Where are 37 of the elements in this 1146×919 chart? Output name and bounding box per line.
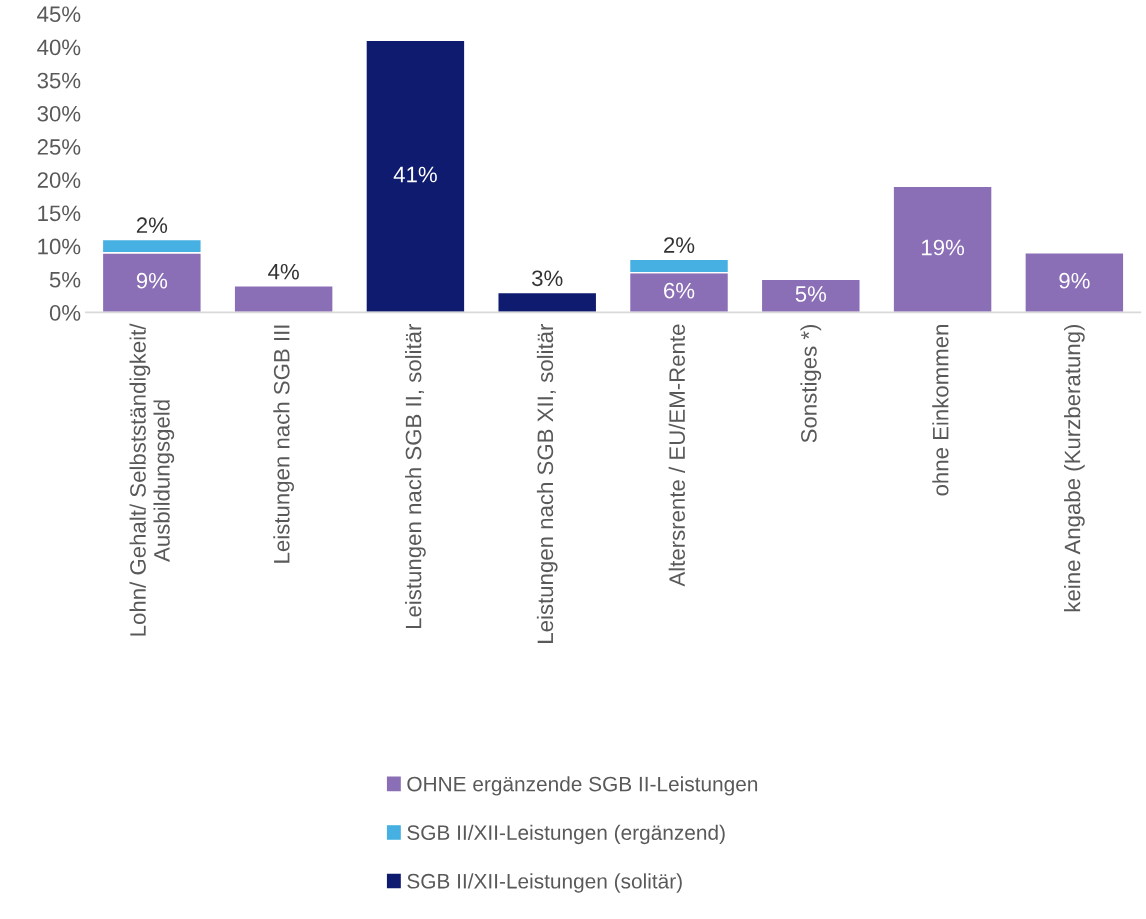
data-label: 3% bbox=[532, 270, 563, 287]
y-tick-label: 20% bbox=[37, 172, 81, 188]
bar bbox=[1024, 252, 1125, 313]
y-tick-label: 45% bbox=[37, 6, 81, 23]
bar bbox=[892, 185, 993, 313]
bar bbox=[365, 39, 466, 313]
x-tick-label: keine Angabe (Kurzberatung) bbox=[1064, 324, 1085, 612]
x-tick-label: Sonstiges *) bbox=[800, 324, 822, 443]
y-tick-label: 40% bbox=[37, 39, 81, 56]
data-label: 6% bbox=[664, 282, 695, 299]
bar bbox=[233, 285, 334, 313]
data-label: 4% bbox=[268, 263, 299, 280]
bar bbox=[497, 291, 598, 313]
data-label: 2% bbox=[136, 217, 168, 233]
y-tick-label: 25% bbox=[37, 139, 81, 155]
y-tick-label: 5% bbox=[49, 271, 81, 288]
y-tick-label: 0% bbox=[49, 304, 81, 321]
x-tick-label: Leistungen nach SGB II, solitär bbox=[405, 323, 426, 629]
bar bbox=[760, 278, 861, 313]
data-label: 19% bbox=[922, 239, 965, 256]
x-tick-label: Altersrente / EU/EM-Rente bbox=[668, 324, 685, 587]
y-tick-label: 30% bbox=[37, 105, 81, 122]
x-tick-label: ohne Einkommen bbox=[932, 325, 949, 496]
data-label: 9% bbox=[136, 272, 168, 289]
data-label: 2% bbox=[664, 237, 695, 253]
y-tick-label: 15% bbox=[38, 205, 81, 222]
x-tick-label: Lohn/ Gehalt/ Selbstständigkeit/ Ausbildungsgeld bbox=[129, 323, 175, 636]
x-tick-label: Leistungen nach SGB XII, solitär bbox=[536, 323, 558, 643]
x-tick-label: Leistungen nach SGB III bbox=[273, 325, 294, 563]
legend-label: SGB II/XII-Leistungen (ergänzend) bbox=[407, 824, 725, 845]
data-label: 41% bbox=[393, 166, 437, 183]
legend-label: SGB II/XII-Leistungen (solitär) bbox=[407, 873, 682, 893]
y-tick-label: 10% bbox=[38, 238, 81, 255]
data-label: 9% bbox=[1059, 272, 1090, 289]
legend-label: OHNE ergänzende SGB II-Leistungen bbox=[407, 776, 758, 796]
y-tick-label: 35% bbox=[37, 72, 81, 89]
data-label: 5% bbox=[795, 286, 827, 302]
